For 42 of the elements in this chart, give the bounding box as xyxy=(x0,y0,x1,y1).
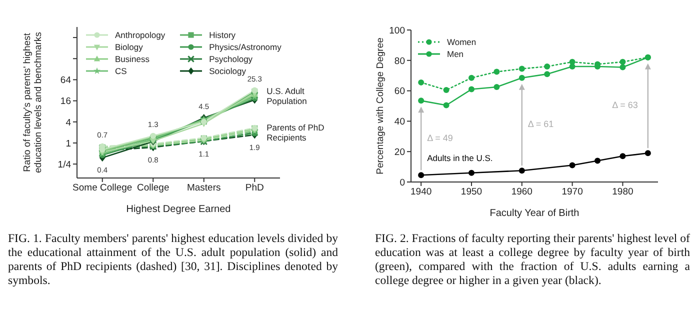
x-axis-title: Highest Degree Earned xyxy=(126,204,231,215)
y-tick-label: 1 xyxy=(66,138,71,150)
x-axis-title: Faculty Year of Birth xyxy=(490,208,580,219)
x-tick-label: 1970 xyxy=(562,186,583,198)
legend-label: History xyxy=(209,30,236,40)
x-tick-label: 1960 xyxy=(511,186,532,198)
x-tick-label: PhD xyxy=(245,182,264,194)
x-tick-label: 1950 xyxy=(460,186,482,198)
x-tick-label: College xyxy=(137,182,170,194)
y-tick-label: 64 xyxy=(60,75,71,86)
annotation: Δ = 63 xyxy=(612,100,638,110)
annotation: Parents of PhD Recipients xyxy=(266,122,324,142)
legend-label: CS xyxy=(115,66,127,76)
y-tick-label: 20 xyxy=(394,146,405,158)
legend-label: Sociology xyxy=(209,66,246,76)
legend-label: Psychology xyxy=(209,54,253,64)
annotation: U.S. Adult Population xyxy=(266,86,308,106)
y-tick-label: 4 xyxy=(66,117,71,128)
y-tick-label: 100 xyxy=(389,25,405,36)
y-tick-label: 1/4 xyxy=(58,159,71,170)
y-axis-title: Ratio of faculty's parents' highest education levels and benchmarks xyxy=(22,32,44,174)
legend-label: Business xyxy=(115,54,150,64)
y-axis-title: Percentage with College Degree xyxy=(375,38,386,174)
annotation: Δ = 49 xyxy=(427,132,453,143)
legend-label: Biology xyxy=(115,42,143,52)
annotation: Δ = 61 xyxy=(528,119,554,130)
x-tick-label: 1940 xyxy=(410,186,432,198)
y-tick-label: 40 xyxy=(394,116,405,128)
legend-label: Anthropology xyxy=(115,30,166,40)
x-tick-label: 1980 xyxy=(612,186,634,198)
y-tick-label: 16 xyxy=(60,96,71,108)
legend-label: Men xyxy=(447,49,464,59)
legend-label: Physics/Astronomy xyxy=(209,42,282,52)
legend-label: Women xyxy=(447,37,476,47)
caption: FIG. 2. Fractions of faculty reporting their parents' highest level of education was at least a college degree by faculty year of birth (green), compared with the fraction of U.S. adults earning a college degree or higher in a given year (black). xyxy=(375,231,690,287)
y-tick-label: 0 xyxy=(400,177,405,188)
x-tick-label: Masters xyxy=(186,182,222,194)
caption: FIG. 1. Faculty members' parents' highest education levels divided by the educational attainment of the U.S. adult population (solid) and parents of PhD recipients (dashed) [30, 31]. Disciplines denoted by symbols. xyxy=(8,231,338,287)
x-tick-label: Some College xyxy=(72,182,132,194)
series-label: Adults in the U.S. xyxy=(427,153,493,164)
y-tick-label: 60 xyxy=(394,86,405,98)
y-tick-label: 80 xyxy=(394,56,405,67)
